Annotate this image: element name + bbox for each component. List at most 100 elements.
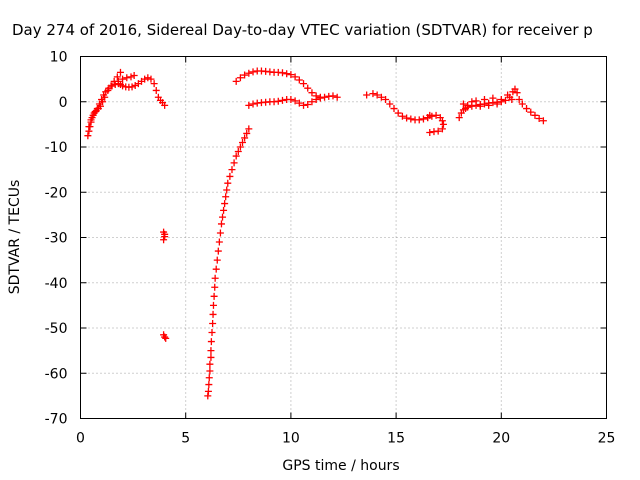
y-tick-label: -60 [45, 366, 68, 382]
data-point [232, 77, 240, 85]
data-point [204, 387, 212, 395]
data-point [415, 116, 423, 124]
data-point [95, 100, 103, 108]
data-point [236, 74, 244, 82]
data-point [527, 108, 535, 116]
data-point [230, 159, 238, 167]
data-point [207, 353, 215, 361]
data-point [464, 101, 472, 109]
data-point [439, 120, 447, 128]
data-point [144, 74, 152, 82]
data-point [472, 97, 480, 105]
data-point [426, 111, 434, 119]
data-point [211, 283, 219, 291]
data-point [208, 329, 216, 337]
data-point [102, 88, 110, 96]
data-point [119, 82, 127, 90]
data-point [150, 80, 158, 88]
data-point [98, 95, 106, 103]
data-point [513, 89, 521, 97]
data-point [287, 71, 295, 79]
data-point [206, 367, 214, 375]
data-point [407, 115, 415, 123]
plot-frame [80, 56, 607, 419]
x-tick-label: 25 [598, 431, 616, 447]
data-point [304, 84, 312, 92]
data-point [239, 138, 247, 146]
data-point [373, 91, 381, 99]
data-point [489, 94, 497, 102]
data-point [329, 92, 337, 100]
data-point [236, 143, 244, 151]
data-point [432, 111, 440, 119]
data-point [523, 105, 531, 113]
y-tick-label: -20 [45, 185, 68, 201]
data-point [219, 213, 227, 221]
y-tick-label: -50 [45, 321, 68, 337]
data-point [161, 101, 169, 109]
x-tick-label: 5 [181, 431, 190, 447]
data-point [87, 116, 95, 124]
data-point [211, 274, 219, 282]
data-point [504, 91, 512, 99]
data-point [207, 338, 215, 346]
y-tick-label: -40 [45, 276, 68, 292]
data-point [215, 238, 223, 246]
data-point [147, 75, 155, 83]
data-point [209, 310, 217, 318]
data-point [390, 105, 398, 113]
data-point [245, 69, 253, 77]
data-point [249, 100, 257, 108]
data-point [308, 98, 316, 106]
data-point [295, 76, 303, 84]
data-point [116, 68, 124, 76]
data-point [308, 89, 316, 97]
data-point [214, 247, 222, 255]
data-point [209, 301, 217, 309]
data-point [485, 101, 493, 109]
data-point [141, 75, 149, 83]
data-point [128, 83, 136, 91]
data-point [127, 73, 135, 81]
data-point [377, 93, 385, 101]
data-point [502, 96, 510, 104]
x-tick-label: 15 [387, 431, 405, 447]
data-point [274, 97, 282, 105]
data-point [480, 95, 488, 103]
data-point [291, 73, 299, 81]
data-point [220, 206, 228, 214]
data-point [245, 125, 253, 133]
data-point [234, 148, 242, 156]
data-point [123, 74, 131, 82]
data-point [161, 333, 169, 341]
data-point [89, 111, 97, 119]
data-point [369, 90, 377, 98]
data-point [217, 220, 225, 228]
y-tick-label: -30 [45, 231, 68, 247]
data-point [493, 100, 501, 108]
data-point [459, 100, 467, 108]
data-point [508, 95, 516, 103]
data-point [119, 75, 127, 83]
data-point [93, 105, 101, 113]
y-tick-label: 0 [59, 95, 68, 111]
data-point [515, 95, 523, 103]
data-point [241, 71, 249, 79]
x-axis-label: GPS time / hours [282, 458, 399, 474]
data-point [108, 82, 116, 90]
data-point [382, 95, 390, 103]
x-tick-label: 20 [492, 431, 510, 447]
y-axis-label: SDTVAR / TECUs [7, 180, 23, 295]
grid [80, 56, 607, 419]
data-point [130, 72, 138, 80]
data-point [497, 95, 505, 103]
data-marks [84, 67, 547, 400]
data-point [278, 69, 286, 77]
data-point [226, 172, 234, 180]
data-point [321, 93, 329, 101]
data-point [152, 86, 160, 94]
data-point [162, 334, 170, 342]
data-point [278, 96, 286, 104]
data-point [287, 95, 295, 103]
data-point [304, 100, 312, 108]
